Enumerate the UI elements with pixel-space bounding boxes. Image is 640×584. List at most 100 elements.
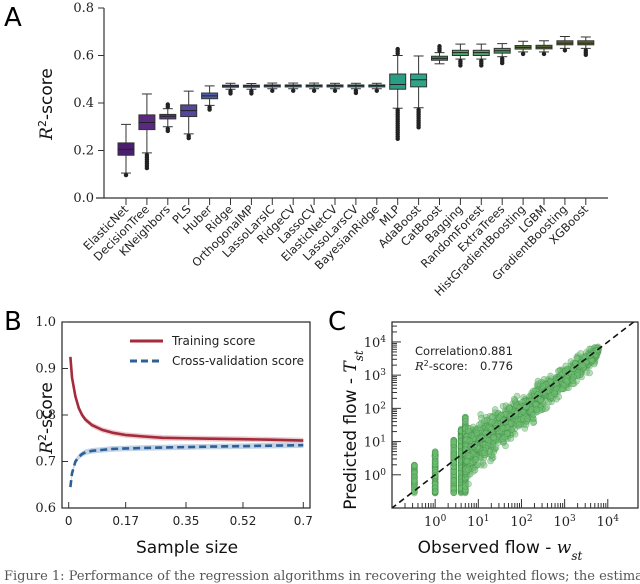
scatter-point xyxy=(411,462,418,469)
box-xgboost xyxy=(577,36,595,57)
box-iqr xyxy=(410,73,428,88)
box-bayesianridge xyxy=(368,82,386,93)
panel-b-x-axis: 0 0.17 0.35 0.52 0.7 xyxy=(65,502,313,528)
scatter-point xyxy=(544,387,552,394)
outlier-point xyxy=(186,135,191,141)
outlier-point xyxy=(123,172,129,178)
panel-b-legend: Training score Cross-validation score xyxy=(130,334,304,368)
panel-a-y-tick-label: 0.0 xyxy=(73,191,94,206)
panel-a-y-tick-label: 0.4 xyxy=(73,96,94,111)
scatter-point xyxy=(512,410,520,418)
box-elasticnetcv xyxy=(326,82,344,93)
panel-a-y-tick-label: 0.2 xyxy=(73,144,94,159)
panel-c-x-tick-label: 100 xyxy=(424,514,447,530)
box-ridgecv xyxy=(284,82,302,93)
scatter-point xyxy=(570,373,577,381)
scatter-point xyxy=(537,396,544,403)
scatter-point xyxy=(476,421,483,429)
panel-a-boxes xyxy=(117,36,595,178)
panel-c-y-axis-label: Predicted flow - Tst xyxy=(341,350,366,510)
outlier-point xyxy=(144,165,150,171)
outlier-point xyxy=(437,44,442,49)
scatter-point xyxy=(487,457,494,465)
outlier-point xyxy=(541,51,547,57)
scatter-point xyxy=(431,457,439,465)
panel-a-letter: A xyxy=(4,3,22,33)
panel-b-lines xyxy=(69,356,304,488)
box-huber xyxy=(201,85,219,112)
panel-b-x-tick-label: 0.17 xyxy=(112,514,139,528)
box-decisiontree xyxy=(138,93,156,171)
outlier-point xyxy=(583,52,588,57)
r2-value: 0.776 xyxy=(480,359,513,373)
panel-c-reference-line xyxy=(392,322,635,508)
panel-a-y-tick-label: 0.6 xyxy=(73,49,94,64)
band-cross-validation xyxy=(70,442,304,490)
panel-b-x-axis-label: Sample size xyxy=(136,538,238,558)
box-bagging xyxy=(451,43,469,68)
outlier-point xyxy=(500,60,505,66)
scatter-point xyxy=(465,466,472,473)
panel-a-y-axis-label: R2-score xyxy=(36,68,58,141)
outlier-point xyxy=(395,136,400,142)
panel-c-x-axis: 100 101 102 103 104 xyxy=(404,499,619,530)
panel-b-y-axis-label: R2-score xyxy=(36,382,58,455)
box-orthogonalmp xyxy=(242,83,260,96)
scatter-point xyxy=(501,433,508,441)
scatter-point xyxy=(463,457,471,465)
outlier-point xyxy=(458,63,463,68)
box-catboost xyxy=(431,44,448,65)
scatter-point xyxy=(465,480,472,488)
scatter-point xyxy=(507,435,515,442)
scatter-point xyxy=(499,425,507,432)
panel-c-letter: C xyxy=(328,307,346,337)
scatter-point xyxy=(462,418,469,425)
panel-b-learning-curve: 0.6 0.7 0.8 0.9 1.0 0 0.17 0.35 0.52 0.7 Trainin… xyxy=(35,315,313,558)
outlier-point xyxy=(395,46,400,52)
panel-c-y-tick-label: 101 xyxy=(364,435,386,451)
scatter-point xyxy=(534,391,541,398)
legend-cv-label: Cross-validation score xyxy=(172,354,304,368)
box-iqr xyxy=(389,73,407,90)
panel-c-y-tick-label: 103 xyxy=(364,368,387,384)
box-ridge xyxy=(222,82,239,96)
panel-c-y-axis: 100 101 102 103 104 xyxy=(364,325,401,484)
panel-c-scatter: 100 101 102 103 104 100 101 102 103 104 Correlat… xyxy=(341,321,639,563)
r2-label: R2-score: xyxy=(414,359,468,374)
panel-a-x-axis xyxy=(96,197,608,205)
scatter-point xyxy=(506,405,513,413)
scatter-point xyxy=(563,377,571,385)
scatter-point xyxy=(471,466,479,474)
panel-a-y-axis: 0.0 0.2 0.4 0.6 0.8 xyxy=(73,1,105,206)
panel-a-y-tick-label: 0.8 xyxy=(73,1,94,16)
outlier-point xyxy=(562,48,568,53)
panel-c-y-tick-label: 100 xyxy=(364,468,387,484)
box-lassolarsic xyxy=(263,82,281,93)
outlier-point xyxy=(249,91,254,96)
outlier-point xyxy=(374,88,379,93)
panel-b-frame xyxy=(61,321,311,509)
outlier-point xyxy=(165,102,170,107)
scatter-point xyxy=(579,361,587,369)
scatter-point xyxy=(450,484,458,492)
panel-c-x-tick-label: 103 xyxy=(553,514,576,530)
panel-a-boxplot: 0.0 0.2 0.4 0.6 0.8 ElasticNetDecisionTreeKN… xyxy=(36,1,608,299)
scatter-point xyxy=(545,398,552,406)
scatter-point xyxy=(530,419,537,427)
line-cross-validation-score xyxy=(69,443,304,488)
outlier-point xyxy=(332,88,338,93)
box-lgbm xyxy=(535,40,553,57)
scatter-point xyxy=(472,456,480,463)
scatter-point xyxy=(431,488,439,495)
correlation-label: Correlation: xyxy=(415,344,482,358)
scatter-point xyxy=(586,369,593,377)
outlier-point xyxy=(207,107,212,112)
panel-b-y-tick-label: 0.8 xyxy=(35,408,56,423)
scatter-point xyxy=(482,444,490,452)
outlier-point xyxy=(270,88,275,93)
scatter-point xyxy=(530,387,537,395)
box-randomforest xyxy=(472,43,490,68)
panel-c-annotation: Correlation: 0.881 R2-score: 0.776 xyxy=(414,344,513,373)
box-extratrees xyxy=(493,43,511,66)
scatter-point xyxy=(450,451,458,458)
